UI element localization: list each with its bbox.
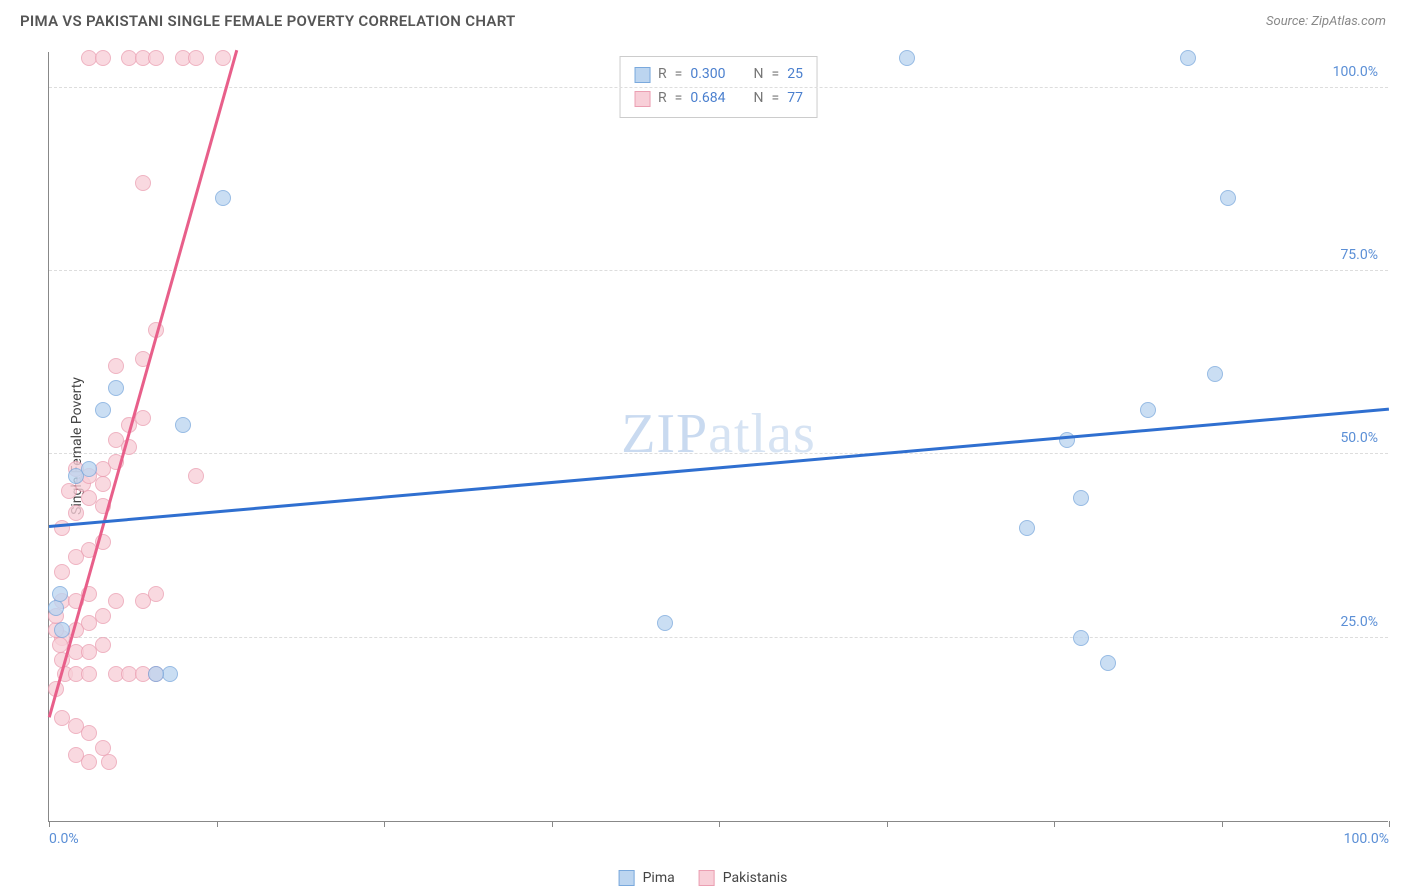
- y-tick-label: 100.0%: [1333, 64, 1378, 80]
- watermark-prefix: ZIP: [621, 402, 708, 464]
- data-point-pakistanis: [95, 608, 111, 624]
- data-point-pima: [899, 50, 915, 66]
- data-point-pima: [148, 666, 164, 682]
- data-point-pima: [52, 586, 68, 602]
- data-point-pima: [1059, 432, 1075, 448]
- data-point-pima: [1100, 655, 1116, 671]
- data-point-pima: [1180, 50, 1196, 66]
- r-label: R: [658, 63, 667, 87]
- data-point-pima: [81, 461, 97, 477]
- data-point-pakistanis: [215, 50, 231, 66]
- data-point-pima: [1220, 190, 1236, 206]
- r-value: 0.684: [690, 87, 725, 111]
- watermark-suffix: atlas: [708, 402, 816, 464]
- swatch-pakistanis-icon: [699, 870, 715, 886]
- y-tick-label: 50.0%: [1340, 430, 1378, 446]
- data-point-pima: [215, 190, 231, 206]
- data-point-pakistanis: [135, 175, 151, 191]
- data-point-pakistanis: [148, 586, 164, 602]
- x-tick: [719, 821, 720, 827]
- gridline-h: [49, 453, 1388, 454]
- trend-line-pakistanis: [48, 49, 238, 717]
- n-value: 25: [787, 63, 803, 87]
- r-label: R: [658, 87, 667, 111]
- data-point-pakistanis: [101, 754, 117, 770]
- data-point-pima: [175, 417, 191, 433]
- eq-label: =: [675, 87, 683, 111]
- x-tick: [1222, 821, 1223, 827]
- x-tick: [1054, 821, 1055, 827]
- data-point-pima: [657, 615, 673, 631]
- data-point-pakistanis: [95, 740, 111, 756]
- data-point-pakistanis: [148, 50, 164, 66]
- legend-item-pima: Pima: [619, 870, 675, 886]
- data-point-pakistanis: [188, 468, 204, 484]
- stats-row-pima: R = 0.300 N = 25: [634, 63, 803, 87]
- gridline-h: [49, 270, 1388, 271]
- data-point-pima: [1073, 490, 1089, 506]
- gridline-h: [49, 87, 1388, 88]
- watermark: ZIPatlas: [621, 401, 816, 465]
- data-point-pakistanis: [108, 432, 124, 448]
- x-tick-label: 100.0%: [1344, 831, 1389, 847]
- swatch-pima-icon: [619, 870, 635, 886]
- r-value: 0.300: [690, 63, 725, 87]
- data-point-pima: [1140, 402, 1156, 418]
- swatch-pima-icon: [634, 67, 650, 83]
- data-point-pakistanis: [188, 50, 204, 66]
- n-value: 77: [787, 87, 803, 111]
- data-point-pakistanis: [95, 637, 111, 653]
- y-tick-label: 25.0%: [1340, 614, 1378, 630]
- eq-label: =: [772, 63, 780, 87]
- eq-label: =: [772, 87, 780, 111]
- series-legend: Pima Pakistanis: [619, 870, 788, 886]
- data-point-pakistanis: [68, 747, 84, 763]
- data-point-pakistanis: [81, 666, 97, 682]
- data-point-pakistanis: [54, 564, 70, 580]
- x-tick: [217, 821, 218, 827]
- x-tick-label: 0.0%: [49, 831, 79, 847]
- data-point-pakistanis: [81, 725, 97, 741]
- data-point-pima: [48, 600, 64, 616]
- data-point-pakistanis: [108, 358, 124, 374]
- n-label: N: [754, 87, 764, 111]
- data-point-pakistanis: [54, 520, 70, 536]
- chart-header: PIMA VS PAKISTANI SINGLE FEMALE POVERTY …: [0, 0, 1406, 38]
- data-point-pima: [54, 622, 70, 638]
- trend-line-pima: [49, 408, 1389, 528]
- data-point-pima: [108, 380, 124, 396]
- legend-label: Pakistanis: [723, 870, 788, 886]
- scatter-plot: ZIPatlas R = 0.300 N = 25 R = 0.684 N = 77 25.0% 50.…: [48, 52, 1388, 822]
- data-point-pima: [1019, 520, 1035, 536]
- n-label: N: [754, 63, 764, 87]
- chart-title: PIMA VS PAKISTANI SINGLE FEMALE POVERTY …: [20, 12, 516, 30]
- stats-row-pakistanis: R = 0.684 N = 77: [634, 87, 803, 111]
- x-tick: [384, 821, 385, 827]
- x-tick: [887, 821, 888, 827]
- data-point-pakistanis: [135, 410, 151, 426]
- data-point-pima: [95, 402, 111, 418]
- data-point-pakistanis: [68, 505, 84, 521]
- y-tick-label: 75.0%: [1340, 247, 1378, 263]
- x-tick: [1389, 821, 1390, 827]
- eq-label: =: [675, 63, 683, 87]
- x-tick: [552, 821, 553, 827]
- data-point-pima: [1207, 366, 1223, 382]
- source-label: Source: ZipAtlas.com: [1266, 14, 1386, 29]
- swatch-pakistanis-icon: [634, 91, 650, 107]
- data-point-pakistanis: [95, 50, 111, 66]
- gridline-h: [49, 637, 1388, 638]
- data-point-pima: [1073, 630, 1089, 646]
- legend-item-pakistanis: Pakistanis: [699, 870, 788, 886]
- data-point-pakistanis: [108, 593, 124, 609]
- legend-label: Pima: [643, 870, 675, 886]
- x-tick: [49, 821, 50, 827]
